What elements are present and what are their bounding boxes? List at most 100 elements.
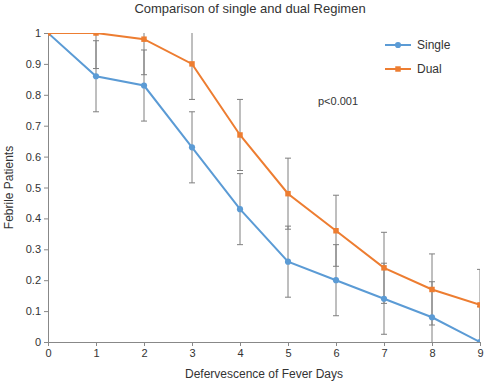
error-bar-cap — [381, 232, 387, 233]
marker — [237, 206, 243, 212]
axis-line — [44, 34, 49, 343]
x-axis: 0123456789 — [45, 342, 483, 359]
tick-label: 6 — [333, 347, 339, 359]
error-bar — [285, 226, 291, 297]
tick-mark — [384, 342, 385, 346]
error-bar-cap — [93, 68, 99, 69]
error-bar — [141, 33, 147, 75]
tick-label: 2 — [141, 347, 147, 359]
tick-mark — [44, 95, 48, 96]
error-bar — [285, 158, 291, 229]
marker — [477, 339, 480, 342]
annotation: p<0.001 — [318, 95, 358, 107]
error-bar — [381, 232, 387, 303]
tick-mark — [44, 64, 48, 65]
error-bar-cap — [285, 229, 291, 230]
error-bar-cap — [189, 111, 195, 112]
error-bar-cap — [285, 297, 291, 298]
error-bar-cap — [237, 244, 243, 245]
tick: 1 — [35, 27, 48, 39]
tick-label: 1 — [93, 347, 99, 359]
tick: 1 — [93, 342, 99, 359]
tick-mark — [44, 311, 48, 312]
legend-label: Single — [417, 38, 451, 52]
marker — [333, 228, 338, 233]
error-bar — [189, 33, 195, 99]
marker — [429, 314, 435, 320]
marker — [93, 33, 98, 36]
tick-label: 9 — [477, 347, 483, 359]
marker — [381, 265, 386, 270]
tick: 0.5 — [26, 182, 48, 194]
legend: Single Dual — [385, 38, 451, 76]
y-axis-title: Febrile Patients — [2, 146, 16, 229]
error-bar-cap — [333, 195, 339, 196]
tick-label: 0.2 — [26, 274, 41, 286]
tick: 0.3 — [26, 243, 48, 255]
error-bar — [93, 33, 99, 69]
marker — [141, 36, 146, 41]
tick-mark — [96, 342, 97, 346]
axis-line — [49, 343, 481, 347]
error-bar-cap — [237, 99, 243, 100]
tick-label: 0 — [35, 336, 41, 348]
tick-mark — [480, 342, 481, 346]
tick-mark — [44, 342, 48, 343]
tick: 4 — [237, 342, 243, 359]
y-axis: 0 0.1 0.2 0.3 0.4 0.5 0.6 0.7 0.8 0.9 1 — [26, 27, 49, 348]
error-bar — [237, 174, 243, 245]
marker — [189, 61, 194, 66]
tick-label: 0.7 — [26, 120, 41, 132]
tick-label: 0.6 — [26, 151, 41, 163]
series-line — [48, 33, 480, 305]
tick-mark — [44, 249, 48, 250]
error-bar-cap — [333, 266, 339, 267]
tick-label: 7 — [381, 347, 387, 359]
tick-label: 8 — [429, 347, 435, 359]
tick: 0 — [45, 342, 51, 359]
error-bar — [189, 112, 195, 183]
error-bar-cap — [381, 303, 387, 304]
tick: 6 — [333, 342, 339, 359]
error-bar-cap — [237, 170, 243, 171]
tick-mark — [44, 157, 48, 158]
tick-mark — [240, 342, 241, 346]
series-line — [48, 33, 480, 342]
tick-label: 0.4 — [26, 212, 41, 224]
marker — [429, 287, 434, 292]
error-bar-cap — [237, 173, 243, 174]
tick: 9 — [477, 342, 483, 359]
error-bar-cap — [381, 334, 387, 335]
tick: 0.2 — [26, 274, 48, 286]
marker — [285, 259, 291, 265]
tick: 0.6 — [26, 151, 48, 163]
tick-mark — [288, 342, 289, 346]
tick-label: 0 — [45, 347, 51, 359]
background — [0, 0, 500, 386]
error-bar-cap — [429, 325, 435, 326]
tick-label: 3 — [189, 347, 195, 359]
tick: 0.7 — [26, 120, 48, 132]
tick: 0.9 — [26, 58, 48, 70]
tick-label: 0.8 — [26, 89, 41, 101]
tick-mark — [44, 126, 48, 127]
tick-label: 0.1 — [26, 305, 41, 317]
tick: 0.1 — [26, 305, 48, 317]
plot: 012345678900.10.20.30.40.50.60.70.80.91p… — [26, 0, 484, 378]
tick-mark — [44, 33, 48, 34]
marker — [333, 277, 339, 283]
error-bar-cap — [333, 315, 339, 316]
error-bar-cap — [477, 269, 480, 270]
legend-marker — [395, 42, 401, 48]
chart: 012345678900.10.20.30.40.50.60.70.80.91p… — [0, 0, 500, 386]
marker — [237, 132, 242, 137]
error-bar-cap — [141, 74, 147, 75]
tick-label: 4 — [237, 347, 243, 359]
error-bar-cap — [189, 99, 195, 100]
error-bar — [237, 99, 243, 170]
marker — [189, 144, 195, 150]
legend-label: Dual — [417, 62, 442, 76]
tick-mark — [44, 280, 48, 281]
marker — [381, 296, 387, 302]
tick: 3 — [189, 342, 195, 359]
